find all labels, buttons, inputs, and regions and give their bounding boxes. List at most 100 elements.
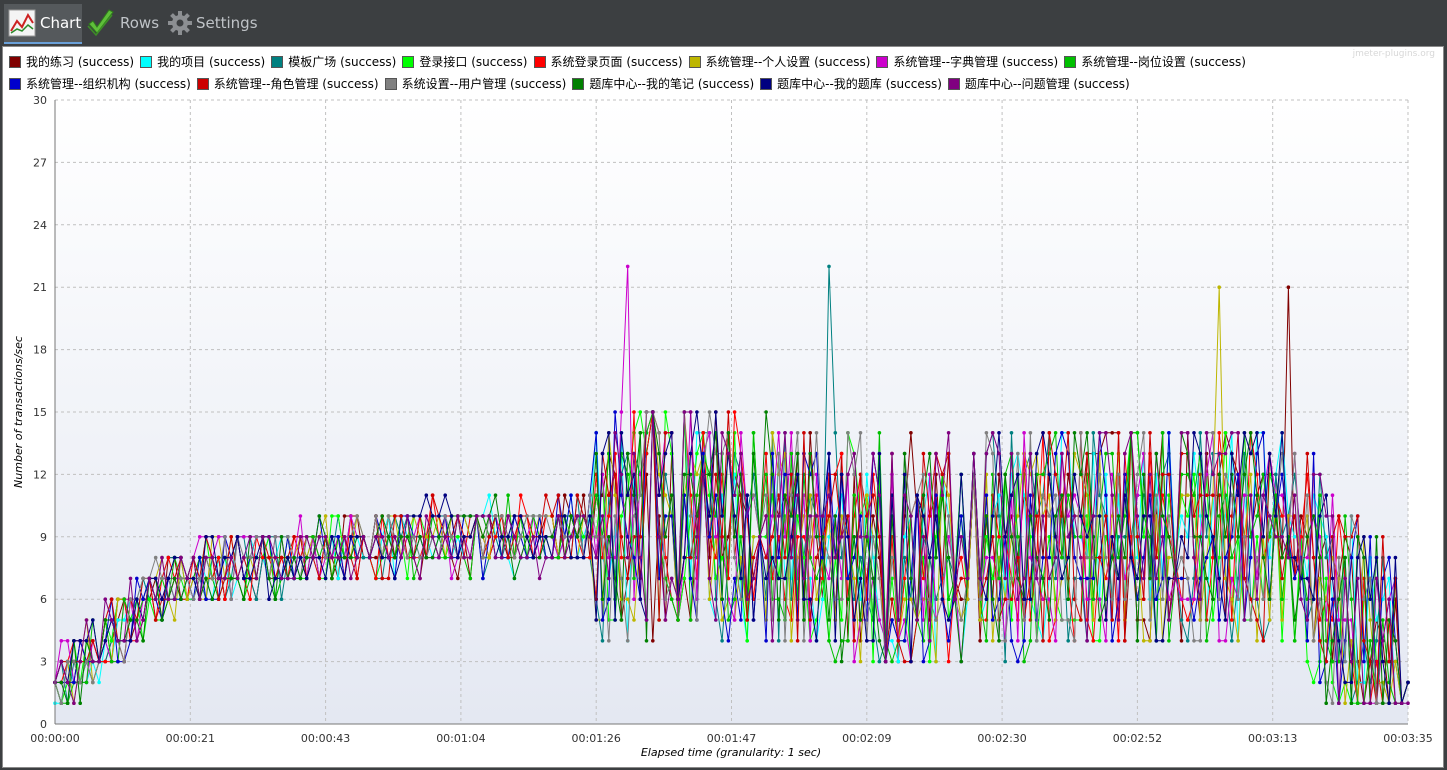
data-point bbox=[1261, 639, 1266, 643]
data-point bbox=[978, 576, 982, 581]
data-point bbox=[1110, 493, 1114, 498]
data-point bbox=[1053, 514, 1058, 518]
data-point bbox=[1160, 431, 1165, 435]
data-point bbox=[1047, 493, 1052, 498]
data-point bbox=[1192, 514, 1196, 518]
data-point bbox=[871, 618, 875, 622]
data-point bbox=[1255, 535, 1259, 539]
legend-label: 题库中心--我的笔记 (success) bbox=[589, 77, 755, 91]
data-point bbox=[330, 555, 334, 560]
data-point bbox=[210, 535, 215, 539]
data-point bbox=[619, 431, 624, 435]
data-point bbox=[1066, 597, 1070, 601]
data-point bbox=[657, 535, 661, 539]
data-point bbox=[1248, 431, 1253, 435]
data-point bbox=[556, 493, 561, 498]
data-point bbox=[663, 535, 668, 539]
data-point bbox=[613, 472, 617, 477]
data-point bbox=[739, 618, 743, 622]
data-point bbox=[248, 576, 252, 581]
x-tick-label: 00:01:47 bbox=[707, 732, 756, 745]
tab-rows[interactable]: Rows bbox=[86, 4, 164, 42]
data-point bbox=[789, 472, 794, 477]
data-point bbox=[739, 431, 743, 435]
data-point bbox=[638, 597, 643, 601]
data-point bbox=[1255, 493, 1259, 498]
data-point bbox=[682, 472, 687, 477]
data-point bbox=[1053, 472, 1058, 477]
data-point bbox=[720, 431, 724, 435]
data-point bbox=[1381, 701, 1385, 705]
data-point bbox=[827, 576, 831, 581]
data-point bbox=[588, 514, 592, 518]
data-point bbox=[745, 618, 749, 622]
data-point bbox=[613, 555, 617, 560]
data-point bbox=[1085, 555, 1089, 560]
data-point bbox=[1034, 514, 1039, 518]
toolbar: Chart Rows Settings bbox=[0, 0, 1447, 46]
data-point bbox=[739, 555, 743, 560]
data-point bbox=[424, 555, 429, 560]
data-point bbox=[1091, 576, 1096, 581]
tab-settings[interactable]: Settings bbox=[168, 4, 260, 42]
data-point bbox=[506, 493, 510, 498]
data-point bbox=[581, 535, 586, 539]
data-point bbox=[254, 535, 259, 539]
data-point bbox=[827, 618, 831, 622]
tab-chart[interactable]: Chart bbox=[4, 4, 82, 44]
data-point bbox=[959, 659, 963, 664]
data-point bbox=[1179, 597, 1184, 601]
x-tick-label: 00:03:13 bbox=[1248, 732, 1297, 745]
data-point bbox=[248, 597, 252, 601]
data-point bbox=[990, 535, 995, 539]
data-point bbox=[493, 514, 498, 518]
data-point bbox=[1349, 555, 1354, 560]
y-tick-label: 6 bbox=[40, 593, 47, 606]
legend-item: 我的练习 (success) bbox=[9, 52, 134, 72]
data-point bbox=[1343, 555, 1347, 560]
data-point bbox=[449, 555, 454, 560]
data-point bbox=[197, 555, 202, 560]
data-point bbox=[927, 514, 932, 518]
data-point bbox=[1230, 639, 1234, 643]
data-point bbox=[663, 431, 668, 435]
data-point bbox=[657, 451, 661, 456]
data-point bbox=[562, 493, 567, 498]
data-point bbox=[1179, 514, 1184, 518]
data-point bbox=[795, 514, 800, 518]
data-point bbox=[1129, 431, 1133, 435]
data-point bbox=[783, 535, 787, 539]
data-point bbox=[1047, 451, 1052, 456]
data-point bbox=[852, 493, 856, 498]
data-point bbox=[1154, 451, 1159, 456]
data-point bbox=[493, 493, 498, 498]
data-point bbox=[789, 493, 794, 498]
data-point bbox=[707, 431, 712, 435]
data-point bbox=[1167, 535, 1171, 539]
data-point bbox=[1179, 431, 1184, 435]
data-point bbox=[726, 451, 731, 456]
tab-rows-label: Rows bbox=[120, 14, 160, 32]
data-point bbox=[84, 680, 89, 685]
data-point bbox=[59, 659, 64, 664]
data-point bbox=[1198, 493, 1203, 498]
y-tick-label: 12 bbox=[33, 468, 47, 481]
data-point bbox=[1060, 493, 1064, 498]
data-point bbox=[103, 639, 108, 643]
data-point bbox=[965, 597, 970, 601]
data-point bbox=[1280, 576, 1284, 581]
data-point bbox=[279, 535, 284, 539]
data-point bbox=[1028, 639, 1033, 643]
x-tick-label: 00:02:09 bbox=[842, 732, 891, 745]
data-point bbox=[1349, 639, 1354, 643]
data-point bbox=[349, 576, 353, 581]
data-point bbox=[625, 493, 630, 498]
data-point bbox=[990, 431, 995, 435]
data-point bbox=[839, 659, 844, 664]
legend-item: 系统设置--用户管理 (success) bbox=[384, 74, 566, 94]
data-point bbox=[657, 472, 661, 477]
data-point bbox=[1280, 535, 1284, 539]
data-point bbox=[223, 597, 227, 601]
data-point bbox=[783, 493, 787, 498]
